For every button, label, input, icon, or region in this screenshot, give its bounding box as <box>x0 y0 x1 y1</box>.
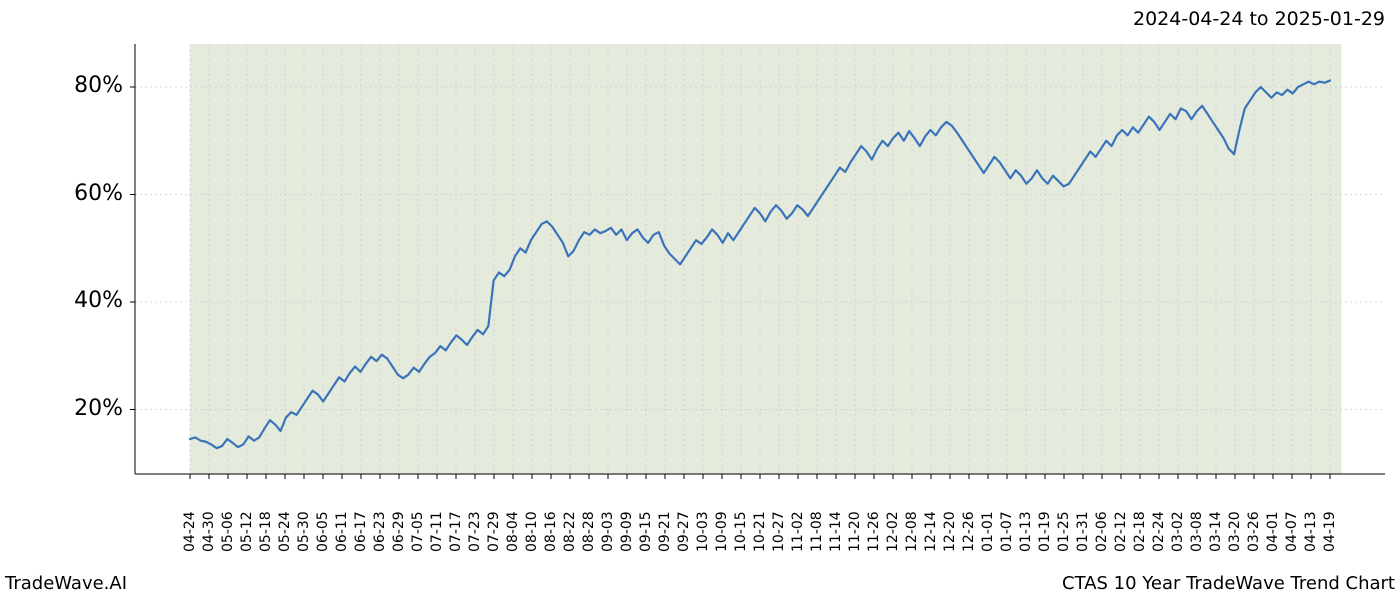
x-tick-label: 01-31 <box>1075 512 1091 552</box>
x-tick-label: 04-24 <box>182 512 198 552</box>
x-tick-label: 03-02 <box>1170 512 1186 552</box>
x-tick-label: 12-08 <box>904 512 920 552</box>
x-tick-label: 10-03 <box>695 512 711 552</box>
x-tick-label: 03-26 <box>1246 512 1262 552</box>
x-tick-label: 01-13 <box>1018 512 1034 552</box>
x-tick-label: 07-05 <box>410 512 426 552</box>
footer-brand: TradeWave.AI <box>5 573 127 594</box>
x-tick-label: 10-21 <box>752 512 768 552</box>
x-tick-label: 05-18 <box>258 512 274 552</box>
y-tick-label: 80% <box>74 73 123 98</box>
x-tick-label: 06-11 <box>334 512 350 552</box>
x-tick-label: 12-02 <box>885 512 901 552</box>
x-tick-label: 08-10 <box>524 512 540 552</box>
x-tick-label: 08-22 <box>562 512 578 552</box>
x-tick-label: 11-08 <box>809 512 825 552</box>
x-tick-label: 06-23 <box>372 512 388 552</box>
x-tick-label: 01-25 <box>1056 512 1072 552</box>
y-tick-label: 40% <box>74 288 123 313</box>
x-tick-label: 04-13 <box>1303 512 1319 552</box>
x-tick-label: 09-27 <box>676 512 692 552</box>
x-tick-label: 06-17 <box>353 512 369 552</box>
x-tick-label: 08-28 <box>581 512 597 552</box>
x-tick-label: 09-03 <box>600 512 616 552</box>
x-tick-label: 01-01 <box>980 512 996 552</box>
x-tick-label: 02-06 <box>1094 512 1110 552</box>
x-tick-label: 02-24 <box>1151 512 1167 552</box>
y-tick-label: 60% <box>74 181 123 206</box>
chart-container: 2024-04-24 to 2025-01-29 20% 40% 60% 80% 04… <box>0 0 1400 600</box>
x-tick-label: 03-14 <box>1208 512 1224 552</box>
date-range-label: 2024-04-24 to 2025-01-29 <box>1133 8 1385 30</box>
x-tick-label: 04-19 <box>1322 512 1338 552</box>
x-tick-label: 04-01 <box>1265 512 1281 552</box>
x-tick-label: 10-15 <box>733 512 749 552</box>
x-tick-label: 03-08 <box>1189 512 1205 552</box>
x-tick-label: 10-27 <box>771 512 787 552</box>
y-tick-label: 20% <box>74 396 123 421</box>
x-tick-label: 01-07 <box>999 512 1015 552</box>
x-tick-label: 08-16 <box>543 512 559 552</box>
x-tick-label: 03-20 <box>1227 512 1243 552</box>
x-tick-label: 04-07 <box>1284 512 1300 552</box>
x-tick-label: 12-26 <box>961 512 977 552</box>
x-tick-label: 09-15 <box>638 512 654 552</box>
x-tick-label: 05-24 <box>277 512 293 552</box>
x-tick-label: 05-12 <box>239 512 255 552</box>
x-tick-label: 06-05 <box>315 512 331 552</box>
x-tick-label: 05-06 <box>220 512 236 552</box>
x-tick-label: 09-09 <box>619 512 635 552</box>
x-tick-label: 08-04 <box>505 512 521 552</box>
x-tick-label: 09-21 <box>657 512 673 552</box>
x-tick-label: 12-14 <box>923 512 939 552</box>
x-tick-label: 04-30 <box>201 512 217 552</box>
x-tick-label: 07-23 <box>467 512 483 552</box>
footer-title: CTAS 10 Year TradeWave Trend Chart <box>1062 573 1395 594</box>
x-tick-label: 05-30 <box>296 512 312 552</box>
x-tick-label: 07-29 <box>486 512 502 552</box>
x-tick-label: 01-19 <box>1037 512 1053 552</box>
x-tick-label: 07-17 <box>448 512 464 552</box>
x-tick-label: 11-02 <box>790 512 806 552</box>
x-tick-label: 02-12 <box>1113 512 1129 552</box>
x-tick-label: 12-20 <box>942 512 958 552</box>
x-tick-label: 11-20 <box>847 512 863 552</box>
x-tick-label: 02-18 <box>1132 512 1148 552</box>
x-tick-label: 11-14 <box>828 512 844 552</box>
x-tick-label: 10-09 <box>714 512 730 552</box>
x-tick-label: 07-11 <box>429 512 445 552</box>
line-chart <box>135 44 1385 474</box>
x-tick-label: 11-26 <box>866 512 882 552</box>
x-tick-label: 06-29 <box>391 512 407 552</box>
